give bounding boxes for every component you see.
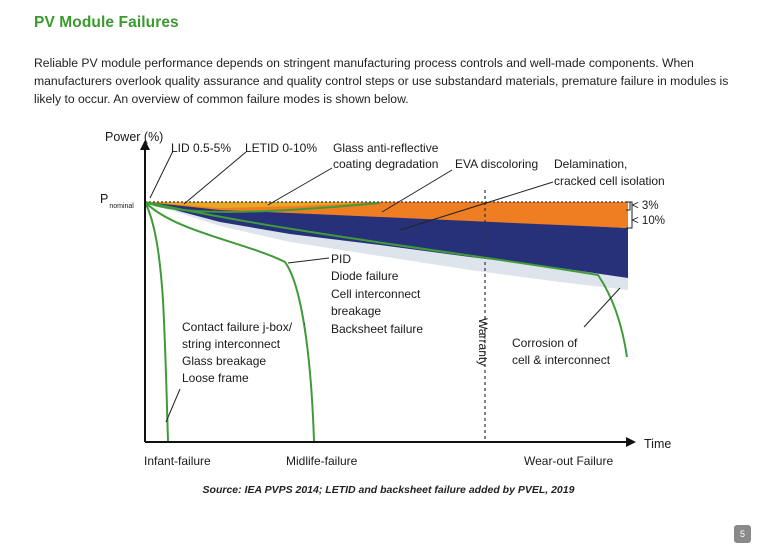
label-letid: LETID 0-10% <box>245 141 317 155</box>
label-corrosion-2: cell & interconnect <box>512 353 611 367</box>
label-infant-3: Glass breakage <box>182 354 266 368</box>
label-glass-ar-2: coating degradation <box>333 157 438 171</box>
page-number-badge: 5 <box>734 525 751 543</box>
y-axis-arrow <box>140 140 150 150</box>
leader-lines <box>149 150 633 423</box>
leader-glass-ar <box>267 167 333 206</box>
phase-midlife: Midlife-failure <box>286 454 358 468</box>
p-nominal-main: P <box>100 192 108 206</box>
p-nominal-sub: nominal <box>109 203 134 210</box>
label-lid: LID 0.5-5% <box>171 141 231 155</box>
wearout-failure-curve <box>144 201 628 358</box>
orange-degradation-band <box>145 202 628 228</box>
label-3-percent-value: 3% <box>642 200 659 212</box>
label-warranty: Warranty <box>476 318 490 366</box>
x-axis-arrow <box>626 437 636 447</box>
label-10-percent: < 10% <box>632 215 665 227</box>
leader-delamination <box>399 181 554 231</box>
intro-paragraph: Reliable PV module performance depends o… <box>34 54 754 108</box>
label-3-percent: < 3% <box>632 200 659 212</box>
leader-letid <box>183 151 247 205</box>
infant-failure-curve <box>144 201 169 442</box>
label-pid-4: breakage <box>331 304 381 318</box>
x-axis-label: Time <box>644 437 671 451</box>
label-pid-1: PID <box>331 252 351 266</box>
label-delamination-1: Delamination, <box>554 157 627 171</box>
p-nominal-label: Pnominal <box>100 192 134 210</box>
label-pid-3: Cell interconnect <box>331 287 421 301</box>
label-10-percent-value: 10% <box>642 215 665 227</box>
leader-eva <box>381 169 453 213</box>
label-pid-2: Diode failure <box>331 269 399 283</box>
leader-infant <box>165 388 181 423</box>
intro-text: Reliable PV module performance depends o… <box>34 56 729 106</box>
leader-pid <box>287 257 330 264</box>
gold-degradation-band <box>145 202 380 208</box>
y-axis-label: Power (%) <box>105 130 163 144</box>
label-glass-ar-1: Glass anti-reflective <box>333 141 439 155</box>
label-infant-2: string interconnect <box>182 337 281 351</box>
leader-lid <box>149 150 174 199</box>
phase-infant: Infant-failure <box>144 454 211 468</box>
label-eva: EVA discoloring <box>455 157 538 171</box>
label-corrosion-1: Corrosion of <box>512 336 578 350</box>
lid-letid-curve <box>144 201 381 213</box>
leader-corrosion <box>583 287 621 328</box>
source-caption: Source: IEA PVPS 2014; LETID and backshe… <box>202 484 575 496</box>
navy-degradation-band <box>145 202 628 278</box>
label-infant-4: Loose frame <box>182 371 249 385</box>
label-infant-1: Contact failure j-box/ <box>182 320 293 334</box>
midlife-failure-curve <box>144 201 315 442</box>
label-pid-5: Backsheet failure <box>331 322 423 336</box>
bracket-10pct <box>626 201 633 229</box>
label-delamination-2: cracked cell isolation <box>554 174 665 188</box>
phase-wearout: Wear-out Failure <box>524 454 613 468</box>
page-title: PV Module Failures <box>34 14 179 31</box>
